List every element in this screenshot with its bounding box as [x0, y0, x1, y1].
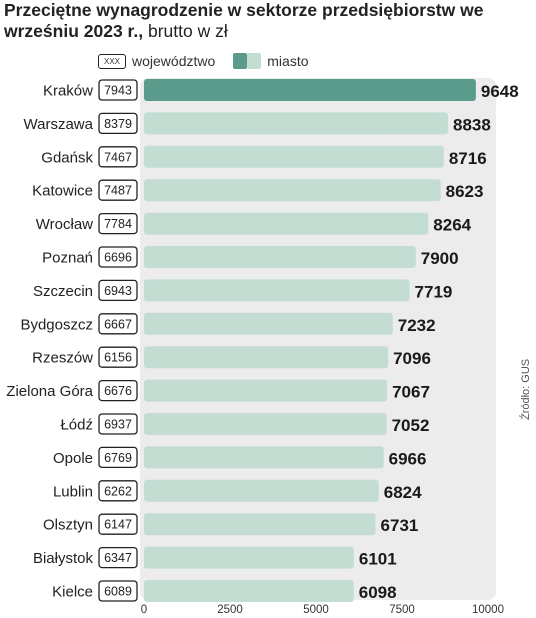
- region-box: [98, 480, 138, 502]
- bar: [144, 580, 354, 602]
- x-tick-label: 7500: [389, 604, 415, 616]
- legend: XXX województwo miasto: [98, 52, 309, 70]
- chart-title-main: Przeciętne wynagrodzenie w sektorze prze…: [4, 0, 484, 41]
- region-box: [98, 179, 138, 201]
- bar-value-label: 8838: [453, 115, 491, 134]
- bar: [144, 79, 476, 101]
- bar: [144, 279, 410, 302]
- category-label: Szczecin: [33, 283, 93, 300]
- region-value-label: 7784: [104, 217, 132, 231]
- bar: [144, 513, 376, 536]
- region-box: [98, 246, 138, 268]
- region-box: [98, 546, 138, 569]
- category-label: Poznań: [42, 250, 93, 267]
- plot-panel: [140, 78, 496, 600]
- bar: [144, 479, 379, 502]
- category-label: Katowice: [32, 183, 93, 200]
- region-value-label: 8379: [104, 117, 132, 131]
- x-tick-label: 5000: [303, 604, 329, 616]
- category-label: Rzeszów: [32, 350, 93, 367]
- region-value-label: 6147: [104, 518, 132, 532]
- legend-region-label: województwo: [132, 53, 216, 69]
- region-value-label: 7467: [104, 150, 132, 164]
- category-label: Warszawa: [24, 116, 94, 133]
- region-box: [98, 413, 138, 435]
- category-label: Wrocław: [36, 216, 93, 233]
- legend-city-swatch-dark: [233, 53, 248, 69]
- bar-value-label: 7900: [421, 249, 459, 268]
- region-value-label: 6156: [104, 351, 132, 365]
- bar-value-label: 6101: [359, 550, 397, 569]
- legend-region-box: XXX: [98, 53, 126, 69]
- region-value-label: 6262: [104, 484, 132, 498]
- region-box: [98, 212, 138, 235]
- region-box: [98, 146, 138, 168]
- legend-city-label: miasto: [267, 53, 309, 69]
- bar-value-label: 6824: [384, 483, 422, 502]
- legend-city-swatch-light: [247, 53, 262, 69]
- region-value-label: 7487: [104, 184, 132, 198]
- bar: [144, 413, 387, 435]
- region-box: [98, 112, 138, 135]
- bar: [144, 212, 429, 235]
- region-box: [98, 279, 138, 302]
- bar: [144, 446, 384, 469]
- bar: [144, 112, 449, 135]
- region-value-label: 6696: [104, 251, 132, 265]
- bar: [144, 145, 444, 168]
- category-label: Lublin: [53, 483, 93, 500]
- category-label: Zielona Góra: [6, 383, 93, 400]
- x-tick-label: 10000: [472, 604, 504, 616]
- category-label: Kraków: [43, 83, 93, 100]
- region-value-label: 6667: [104, 317, 132, 331]
- region-value-label: 6937: [104, 418, 132, 432]
- bar-value-label: 7067: [392, 383, 430, 402]
- region-value-label: 6347: [104, 551, 132, 565]
- region-box: [98, 446, 138, 469]
- category-label: Olsztyn: [43, 517, 93, 534]
- bar-value-label: 6731: [381, 516, 419, 535]
- bar: [144, 179, 441, 202]
- region-box: [98, 313, 138, 335]
- source-note: Źródło: GUS: [520, 358, 532, 420]
- bar-value-label: 7052: [392, 416, 430, 435]
- bar-value-label: 7096: [393, 349, 431, 368]
- region-value-label: 6676: [104, 384, 132, 398]
- chart-title: Przeciętne wynagrodzenie w sektorze prze…: [4, 0, 524, 42]
- bar-value-label: 8623: [446, 182, 484, 201]
- region-box: [98, 79, 138, 101]
- bar-value-label: 9648: [481, 82, 519, 101]
- bar: [144, 379, 388, 402]
- bar: [144, 546, 354, 569]
- region-value-label: 7943: [104, 84, 132, 98]
- bar: [144, 312, 393, 335]
- region-box: [98, 379, 138, 402]
- region-box: [98, 346, 138, 368]
- category-label: Gdańsk: [41, 149, 93, 166]
- category-label: Kielce: [52, 584, 93, 601]
- bar-value-label: 8264: [433, 216, 471, 235]
- x-tick-label: 0: [141, 604, 147, 616]
- region-value-label: 6769: [104, 451, 132, 465]
- bar-value-label: 6098: [359, 583, 397, 602]
- bar: [144, 246, 416, 268]
- x-tick-label: 2500: [217, 604, 243, 616]
- category-label: Łódź: [60, 417, 93, 434]
- bar-value-label: 8716: [449, 149, 487, 168]
- region-value-label: 6089: [104, 585, 132, 599]
- region-box: [98, 513, 138, 535]
- chart-title-unit: brutto w zł: [143, 21, 228, 41]
- category-label: Białystok: [33, 550, 94, 567]
- region-value-label: 6943: [104, 284, 132, 298]
- category-label: Opole: [53, 450, 93, 467]
- bar-value-label: 6966: [389, 449, 427, 468]
- bar: [144, 346, 389, 369]
- bar-value-label: 7719: [415, 282, 453, 301]
- region-box: [98, 580, 138, 602]
- category-label: Bydgoszcz: [20, 316, 93, 333]
- bar-value-label: 7232: [398, 316, 436, 335]
